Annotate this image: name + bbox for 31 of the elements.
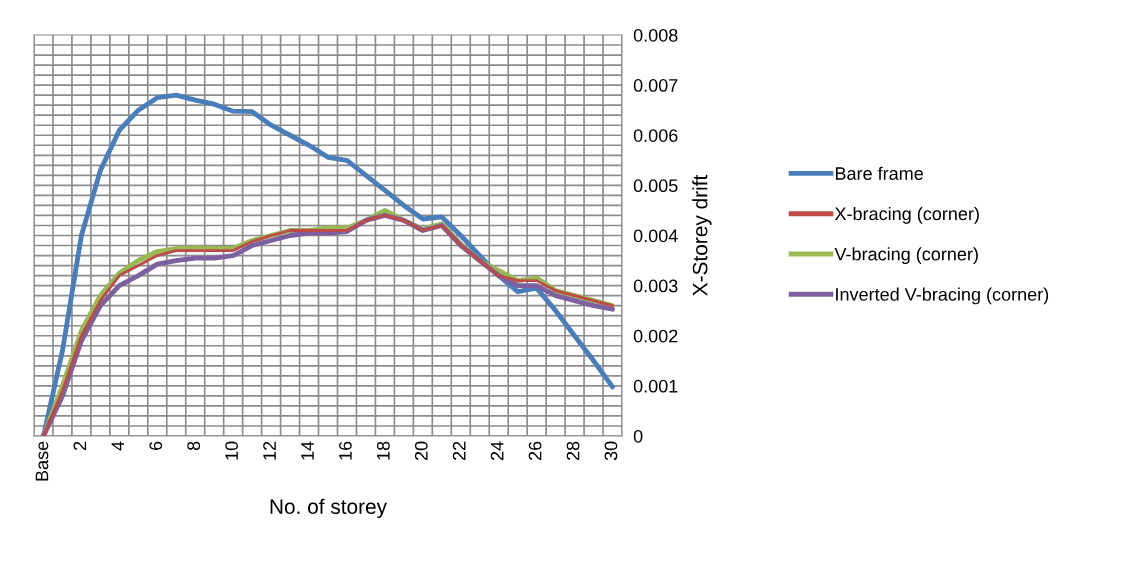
y-tick-label: 0.002 [633, 329, 678, 343]
x-tick-label: 26 [528, 441, 542, 461]
legend-label: X-bracing (corner) [834, 206, 979, 224]
legend-label: V-bracing (corner) [834, 247, 978, 265]
x-tick-label: 8 [187, 441, 201, 451]
y-tick-label: 0.008 [633, 28, 678, 42]
x-tick-label: Base [35, 441, 49, 481]
x-tick-label: 10 [225, 441, 239, 460]
y-axis-title: X-Storey drift [692, 174, 712, 296]
y-tick-label: 0 [633, 429, 643, 443]
y-tick-label: 0.007 [633, 79, 678, 92]
x-axis-title: No. of storey [270, 498, 388, 519]
x-tick-label: 2 [73, 441, 87, 450]
x-tick-label: 20 [414, 441, 428, 461]
x-tick-label: 4 [111, 441, 125, 451]
legend-label: Inverted V-bracing (corner) [836, 287, 1049, 305]
y-tick-label: 0.004 [633, 229, 678, 243]
x-tick-label: 6 [149, 441, 163, 450]
x-tick-label: 28 [566, 441, 580, 461]
x-tick-label: 12 [263, 441, 276, 460]
x-tick-label: 24 [490, 441, 504, 461]
legend-label: Bare frame [835, 166, 923, 180]
x-tick-label: 14 [301, 441, 314, 460]
y-tick-label: 0.006 [633, 129, 678, 142]
x-tick-label: 16 [339, 441, 352, 460]
x-tick-label: 30 [604, 441, 618, 461]
y-tick-label: 0.001 [633, 379, 678, 393]
y-tick-label: 0.003 [633, 279, 678, 293]
y-tick-label: 0.005 [633, 179, 678, 193]
x-tick-label: 22 [452, 441, 466, 461]
x-tick-label: 18 [376, 441, 390, 460]
